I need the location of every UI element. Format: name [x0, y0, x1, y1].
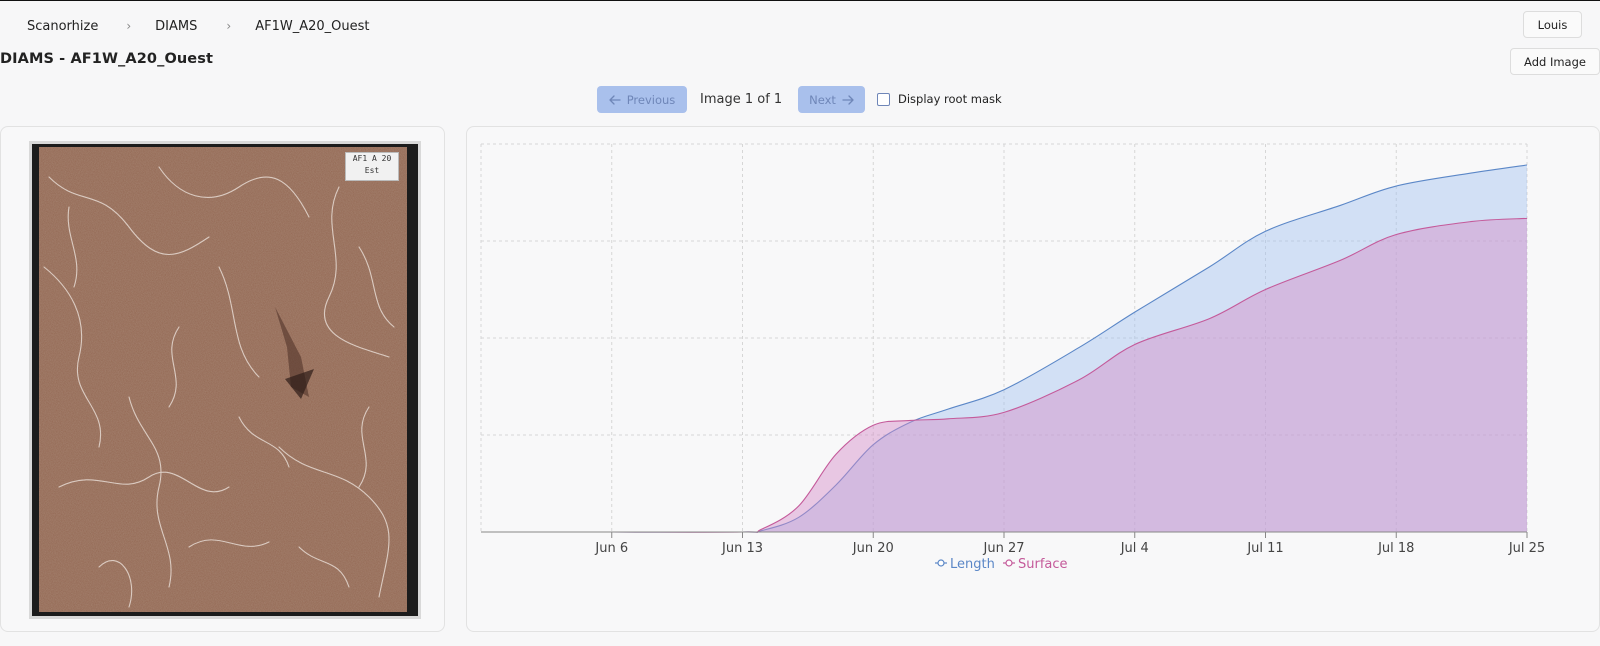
x-tick-label: Jul 4 [1120, 541, 1149, 556]
user-menu-button[interactable]: Louis [1523, 11, 1582, 38]
legend-marker-dot-length [937, 559, 945, 567]
window-top-border [0, 0, 1600, 1]
legend-marker-dot-surface [1005, 559, 1013, 567]
image-card: AF1 A 20 Est [0, 126, 445, 632]
scan-tag-label: AF1 A 20 Est [345, 152, 399, 181]
area-length [481, 165, 1527, 533]
next-label: Next [809, 92, 836, 107]
x-tick-label: Jun 27 [983, 541, 1025, 556]
x-tick-label: Jul 18 [1377, 541, 1414, 556]
breadcrumb-separator-icon: › [126, 19, 132, 33]
arrow-right-icon [842, 94, 854, 105]
x-tick-label: Jul 25 [1508, 541, 1545, 556]
legend-label-surface: Surface [1018, 557, 1068, 572]
root-mask-label: Display root mask [898, 92, 1002, 106]
next-button[interactable]: Next [798, 86, 865, 113]
breadcrumb-separator-icon: › [226, 19, 232, 33]
image-counter: Image 1 of 1 [700, 92, 783, 107]
chart-card: Jun 6 Jun 13 Jun 20 Jun 27 Jul 4 Jul 11 Jul 18… [466, 126, 1600, 632]
x-tick-label: Jun 13 [721, 541, 763, 556]
root-scan-image: AF1 A 20 Est [39, 147, 407, 612]
arrow-left-icon [609, 94, 621, 105]
x-tick-label: Jul 11 [1246, 541, 1283, 556]
previous-label: Previous [626, 92, 676, 107]
root-mask-toggle[interactable]: Display root mask [877, 92, 1002, 106]
growth-chart: Jun 6 Jun 13 Jun 20 Jun 27 Jul 4 Jul 11 Jul 18… [480, 143, 1545, 572]
x-tick-label: Jun 6 [594, 541, 628, 556]
breadcrumb-scanorhize[interactable]: Scanorhize [27, 18, 99, 34]
scan-frame: AF1 A 20 Est [29, 141, 421, 619]
legend-label-length: Length [950, 557, 995, 572]
area-surface [481, 218, 1527, 533]
breadcrumb: Scanorhize › DIAMS › AF1W_A20_Ouest [27, 16, 369, 36]
root-scan-texture [39, 147, 407, 612]
x-tick-label: Jun 20 [852, 541, 894, 556]
root-mask-checkbox[interactable] [877, 92, 890, 106]
previous-button[interactable]: Previous [597, 86, 687, 113]
scan-tag-line1: AF1 A 20 [352, 154, 392, 163]
breadcrumb-current[interactable]: AF1W_A20_Ouest [255, 18, 370, 34]
add-image-button[interactable]: Add Image [1510, 48, 1600, 75]
page-title: DIAMS - AF1W_A20_Ouest [0, 51, 213, 67]
scan-tag-line2: Est [364, 166, 380, 175]
breadcrumb-diams[interactable]: DIAMS [155, 18, 198, 34]
